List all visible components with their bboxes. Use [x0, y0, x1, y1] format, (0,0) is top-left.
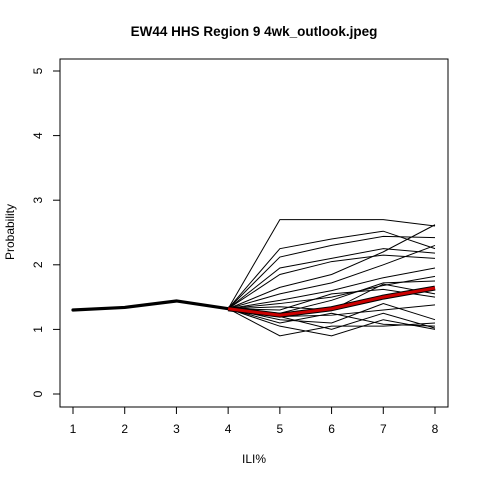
ensemble-line	[227, 308, 436, 337]
median-line	[227, 286, 436, 317]
x-tick-label: 6	[328, 422, 335, 436]
x-axis-title: ILI%	[242, 452, 266, 466]
history-line	[71, 299, 230, 312]
ensemble-line	[228, 244, 436, 310]
y-axis-title: Probability	[3, 204, 17, 260]
x-tick-label: 1	[70, 422, 77, 436]
y-tick-label: 5	[31, 67, 45, 74]
median-lines	[227, 285, 436, 318]
ensemble-line	[227, 248, 436, 310]
y-tick-label: 1	[31, 326, 45, 333]
ensemble-line	[227, 235, 436, 310]
x-tick-label: 8	[432, 422, 439, 436]
x-tick-label: 5	[277, 422, 284, 436]
y-tick-label: 3	[31, 197, 45, 204]
y-tick-label: 0	[31, 390, 45, 397]
y-axis: 0 1 2 3 4 5	[31, 67, 60, 397]
ensemble-line	[227, 254, 436, 310]
x-tick-label: 3	[173, 422, 180, 436]
y-tick-label: 4	[31, 132, 45, 139]
ensemble-line	[227, 224, 436, 310]
history-lines	[71, 299, 230, 312]
x-axis: 1 2 3 4 5 6 7 8	[70, 407, 439, 436]
ensemble-line	[227, 219, 436, 309]
ensemble-line	[227, 308, 436, 337]
x-tick-label: 4	[225, 422, 232, 436]
chart-title: EW44 HHS Region 9 4wk_outlook.jpeg	[131, 24, 378, 39]
ensemble-line	[228, 303, 436, 324]
y-tick-label: 2	[31, 261, 45, 268]
ensemble-line	[228, 267, 436, 310]
x-tick-label: 7	[380, 422, 387, 436]
ensemble-lines	[227, 219, 436, 337]
x-tick-label: 2	[121, 422, 128, 436]
plot-frame	[59, 58, 449, 408]
